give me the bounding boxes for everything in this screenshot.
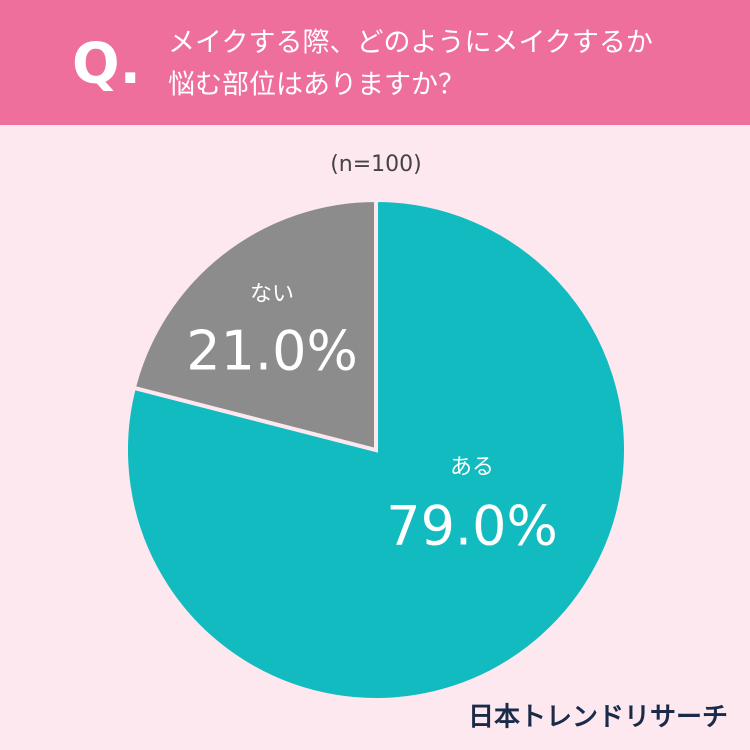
slice-category: ある <box>450 455 494 480</box>
slice-category: ない <box>250 282 294 307</box>
chart-title: メイクする際、どのようにメイクするか <box>168 28 653 59</box>
slice-value-label: 79.0% <box>386 495 558 558</box>
pie <box>124 197 628 702</box>
header-band <box>0 0 750 125</box>
source: 日本トレンドリサーチ <box>468 703 728 733</box>
subtitle: (n=100) <box>330 152 422 177</box>
question-label: Q. <box>72 32 141 97</box>
chart-title: 悩む部位はありますか？ <box>168 70 465 101</box>
pie-slice <box>131 197 378 453</box>
slice-value-label: 21.0% <box>186 320 358 383</box>
